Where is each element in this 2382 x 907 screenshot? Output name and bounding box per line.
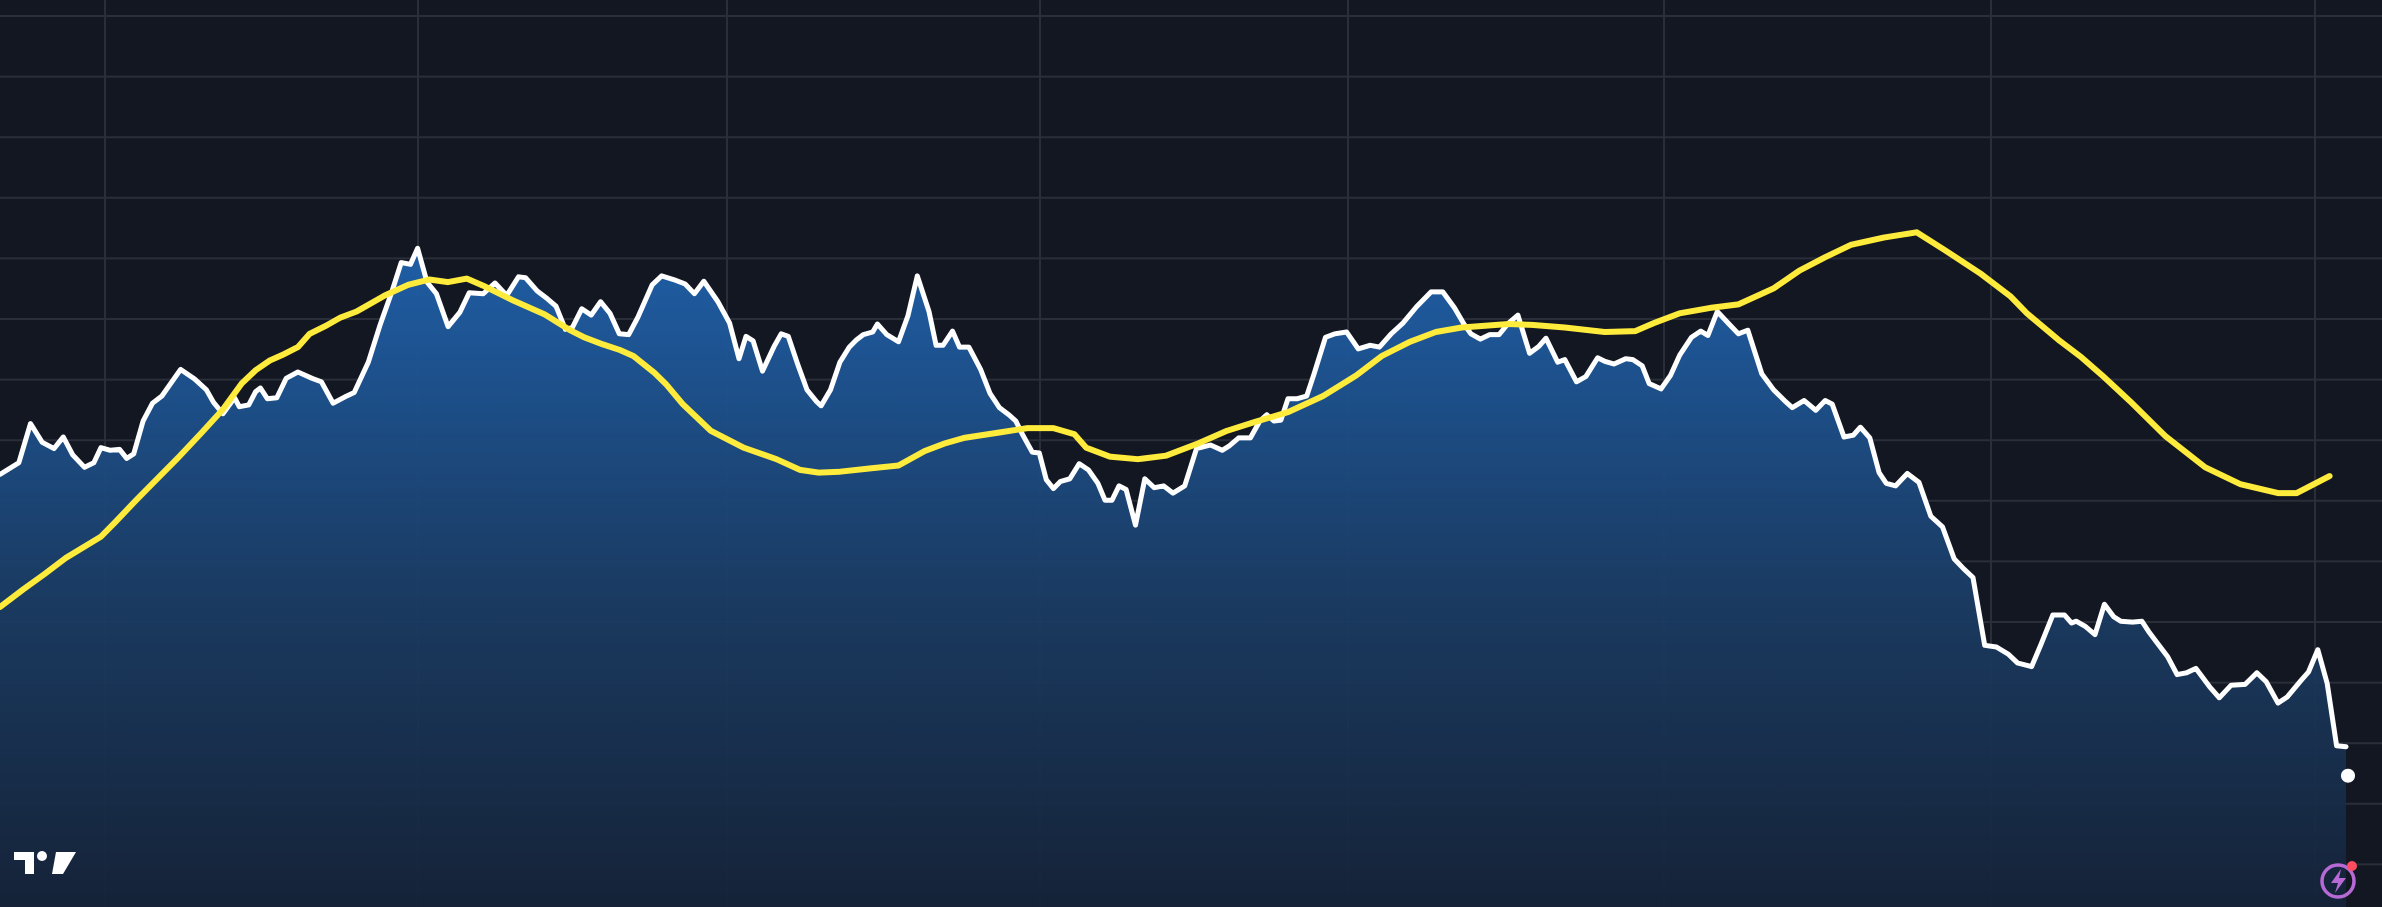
price-area-fill	[0, 248, 2346, 907]
markers	[2341, 768, 2355, 783]
moving-average-line	[0, 229, 2333, 610]
price-line	[0, 245, 2349, 750]
price-area	[0, 248, 2346, 907]
notification-dot	[2347, 861, 2357, 871]
tradingview-logo-icon[interactable]	[12, 848, 78, 878]
lightning-bolt-icon[interactable]	[2318, 857, 2362, 901]
last-price-marker	[2341, 768, 2355, 783]
series-lines	[0, 229, 2349, 750]
